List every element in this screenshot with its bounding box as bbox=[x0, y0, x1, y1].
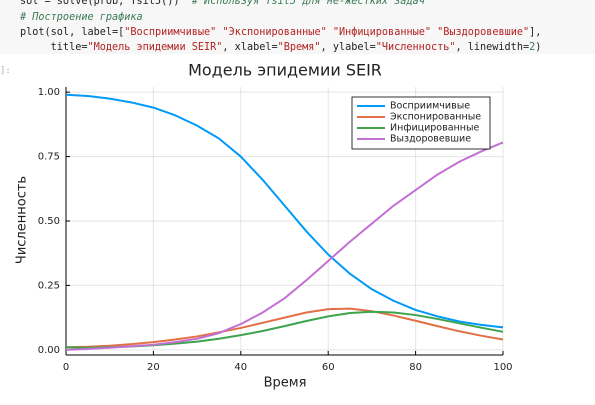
y-axis-label: Численность bbox=[15, 176, 30, 264]
x-tick-label: 20 bbox=[147, 362, 160, 373]
y-tick-label: 0.75 bbox=[38, 152, 60, 163]
series-line bbox=[65, 93, 504, 329]
code-token: "Экспонированные" bbox=[222, 27, 327, 38]
legend-label: Инфицированные bbox=[390, 123, 479, 134]
code-token: title= bbox=[20, 42, 88, 53]
y-tick-label: 0.00 bbox=[38, 345, 60, 356]
code-token: plot(sol, label=[ bbox=[20, 27, 125, 38]
chart-title: Модель эпидемии SEIR bbox=[188, 61, 382, 80]
legend-label: Выздоровевшие bbox=[390, 134, 471, 145]
x-tick-label: 0 bbox=[63, 362, 69, 373]
legend-label: Экспонированные bbox=[390, 112, 481, 123]
code-token: "Модель эпидемии SEIR" bbox=[87, 42, 223, 53]
code-line: # Построение графика bbox=[20, 12, 143, 23]
code-token: "Выздоровевшие" bbox=[437, 27, 530, 38]
code-token: "Время" bbox=[277, 42, 321, 53]
x-axis-label: Время bbox=[264, 376, 307, 391]
y-tick-label: 0.25 bbox=[38, 280, 60, 291]
code-token: "Инфицированные" bbox=[332, 27, 431, 38]
x-tick-label: 40 bbox=[234, 362, 247, 373]
y-tick-label: 1.00 bbox=[38, 87, 60, 98]
series-line bbox=[65, 141, 504, 351]
code-line: sol = solve(prob, Tsit5()) # Используя T… bbox=[20, 0, 425, 7]
x-tick-label: 60 bbox=[322, 362, 335, 373]
code-token: ], bbox=[529, 27, 542, 38]
code-token: , linewidth= bbox=[455, 42, 530, 53]
code-token: # Построение графика bbox=[20, 12, 143, 23]
code-cell[interactable]: sol = solve(prob, Tsit5()) # Используя T… bbox=[0, 0, 595, 54]
code-token: , xlabel= bbox=[222, 42, 278, 53]
code-token: "Восприимчивые" bbox=[124, 27, 217, 38]
code-line: title="Модель эпидемии SEIR", xlabel="Вр… bbox=[20, 42, 542, 53]
code-token: ) bbox=[535, 42, 542, 53]
y-tick-label: 0.50 bbox=[38, 216, 60, 227]
legend-label: Восприимчивые bbox=[390, 101, 470, 112]
code-token: "Численность" bbox=[375, 42, 456, 53]
code-line: plot(sol, label=["Восприимчивые" "Экспон… bbox=[20, 27, 541, 38]
code-token: , ylabel= bbox=[320, 42, 376, 53]
code-token: sol = solve(prob, Tsit5()) bbox=[20, 0, 192, 7]
x-tick-label: 80 bbox=[409, 362, 422, 373]
code-token: 2 bbox=[529, 42, 536, 53]
code-token: # Используя Tsit5 для не-жестких задач bbox=[191, 0, 425, 7]
series-line bbox=[65, 307, 504, 349]
x-tick-label: 100 bbox=[493, 362, 512, 373]
cell-prompt: ]: bbox=[0, 66, 11, 76]
